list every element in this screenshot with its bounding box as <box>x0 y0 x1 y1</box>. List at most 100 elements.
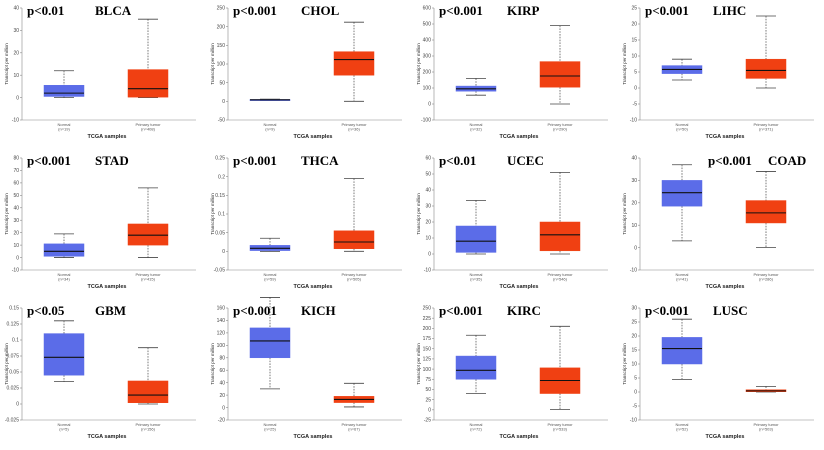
group-count: (n=5) <box>59 427 69 432</box>
group-label: Primary tumor <box>547 272 573 277</box>
y-tick-label: 40 <box>425 188 431 194</box>
y-axis-title: Transcript per million <box>210 43 215 85</box>
y-tick-label: 20 <box>631 334 637 340</box>
box-primary-tumor <box>539 61 581 88</box>
y-tick-label: -5 <box>633 404 638 410</box>
group-count: (n=156) <box>141 427 156 432</box>
y-tick-label: 0.25 <box>215 156 225 162</box>
y-axis-title: Transcript per million <box>4 343 9 385</box>
x-axis-title: TCGA samples <box>500 284 539 290</box>
y-tick-label: 175 <box>423 336 432 342</box>
boxplot-svg: -10 0 10 20 30 40 Transcript per million Normal… <box>4 3 196 140</box>
group-count: (n=19) <box>58 127 70 132</box>
y-tick-label: -10 <box>630 418 637 424</box>
y-tick-label: 0.2 <box>218 174 225 180</box>
y-tick-label: 160 <box>217 306 226 312</box>
chart-panel-chol: -50 0 50 100 150 200 250 Transcript per million… <box>206 0 412 150</box>
group-count: (n=9) <box>265 127 275 132</box>
y-tick-label: 80 <box>13 156 19 162</box>
y-tick-label: 0.1 <box>218 212 225 218</box>
x-axis-title: TCGA samples <box>88 284 127 290</box>
group-count: (n=503) <box>759 427 774 432</box>
y-tick-label: 0 <box>222 249 225 255</box>
y-tick-label: 20 <box>13 51 19 57</box>
group-label: Normal <box>58 272 71 277</box>
y-tick-label: 100 <box>217 343 226 349</box>
y-tick-label: 15 <box>631 348 637 354</box>
chart-title: CHOL <box>301 3 340 18</box>
chart-panel-gbm: -0.025 0 0.025 0.05 0.075 0.1 0.125 0.15 Transcr… <box>0 300 206 450</box>
y-tick-label: 10 <box>13 73 19 79</box>
y-tick-label: -10 <box>12 268 19 274</box>
x-axis-title: TCGA samples <box>294 134 333 140</box>
y-tick-label: -20 <box>218 418 225 424</box>
box-normal <box>43 85 85 97</box>
p-value: p<0.001 <box>233 303 277 318</box>
y-tick-label: 140 <box>217 318 226 324</box>
y-tick-label: 40 <box>631 156 637 162</box>
y-tick-label: 60 <box>219 368 225 374</box>
p-value: p<0.001 <box>645 3 689 18</box>
group-count: (n=52) <box>676 427 688 432</box>
group-label: Normal <box>470 122 483 127</box>
y-tick-label: 150 <box>217 43 226 49</box>
group-count: (n=533) <box>553 427 568 432</box>
y-tick-label: 300 <box>423 54 432 60</box>
group-label: Normal <box>676 422 689 427</box>
group-count: (n=41) <box>676 277 688 282</box>
boxplot-svg: -10 0 10 20 30 40 50 60 70 80 Transcript per milli… <box>4 153 196 290</box>
y-tick-label: 250 <box>217 6 226 12</box>
group-label: Primary tumor <box>341 122 367 127</box>
x-axis-title: TCGA samples <box>294 284 333 290</box>
y-tick-label: 10 <box>425 236 431 242</box>
group-label: Primary tumor <box>753 122 779 127</box>
group-count: (n=35) <box>470 277 482 282</box>
group-count: (n=59) <box>264 277 276 282</box>
y-tick-label: 100 <box>423 367 432 373</box>
chart-title: GBM <box>95 303 126 318</box>
group-label: Primary tumor <box>547 422 573 427</box>
chart-title: KICH <box>301 303 336 318</box>
y-axis-title: Transcript per million <box>622 343 627 385</box>
y-tick-label: 20 <box>13 230 19 236</box>
y-tick-label: 30 <box>631 178 637 184</box>
y-tick-label: 0 <box>16 402 19 408</box>
chart-title: LUSC <box>713 303 748 318</box>
group-count: (n=505) <box>347 277 362 282</box>
box-primary-tumor <box>127 223 169 246</box>
boxplot-svg: -10 0 10 20 30 40 50 60 Transcript per million No… <box>416 153 608 290</box>
y-tick-label: 0.075 <box>6 354 19 360</box>
chart-panel-stad: -10 0 10 20 30 40 50 60 70 80 Transcript per milli… <box>0 150 206 300</box>
y-tick-label: 20 <box>631 22 637 28</box>
y-tick-label: 200 <box>217 24 226 30</box>
x-axis-title: TCGA samples <box>706 134 745 140</box>
group-label: Normal <box>470 422 483 427</box>
y-tick-label: -0.025 <box>5 418 19 424</box>
boxplot-svg: -50 0 50 100 150 200 250 Transcript per million… <box>210 3 402 140</box>
box-normal <box>661 337 703 365</box>
y-tick-label: -10 <box>630 118 637 124</box>
y-tick-label: 25 <box>631 320 637 326</box>
group-label: Primary tumor <box>341 422 367 427</box>
y-tick-label: -10 <box>630 268 637 274</box>
p-value: p<0.001 <box>439 303 483 318</box>
p-value: p<0.001 <box>439 3 483 18</box>
y-tick-label: 30 <box>13 218 19 224</box>
box-normal <box>43 243 85 257</box>
y-tick-label: 0 <box>222 405 225 411</box>
y-tick-label: 80 <box>219 355 225 361</box>
chart-panel-ucec: -10 0 10 20 30 40 50 60 Transcript per million No… <box>412 150 618 300</box>
group-label: Normal <box>58 122 71 127</box>
box-normal <box>455 355 497 380</box>
y-axis-title: Transcript per million <box>4 193 9 235</box>
y-tick-label: 10 <box>13 243 19 249</box>
group-count: (n=67) <box>348 427 360 432</box>
y-axis-title: Transcript per million <box>416 343 421 385</box>
box-normal <box>661 180 703 207</box>
y-tick-label: 20 <box>631 201 637 207</box>
group-label: Primary tumor <box>135 122 161 127</box>
x-axis-title: TCGA samples <box>706 284 745 290</box>
y-tick-label: 10 <box>631 223 637 229</box>
p-value: p<0.001 <box>233 3 277 18</box>
